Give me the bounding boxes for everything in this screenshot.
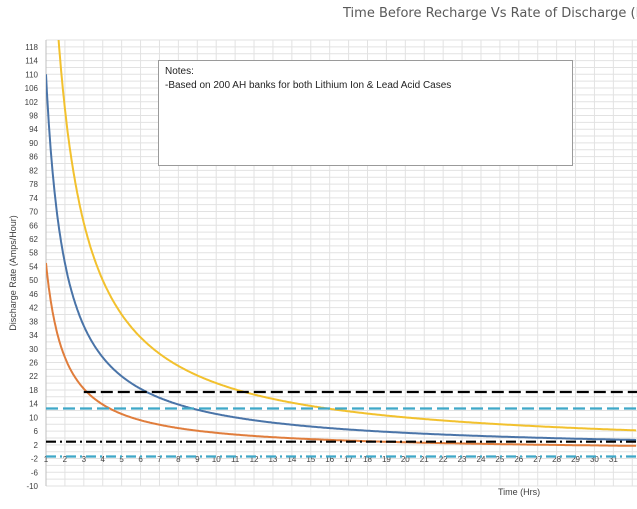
- y-tick-label: 70: [29, 208, 38, 217]
- y-tick-label: 82: [29, 166, 38, 175]
- x-tick-label: 20: [401, 455, 410, 464]
- y-tick-label: 2: [34, 441, 39, 450]
- x-tick-label: 23: [458, 455, 467, 464]
- x-tick-label: 17: [344, 455, 353, 464]
- x-tick-label: 5: [119, 455, 124, 464]
- y-tick-label: 30: [29, 345, 38, 354]
- notes-text: -Based on 200 AH banks for both Lithium …: [165, 80, 452, 91]
- y-tick-label: 102: [25, 98, 39, 107]
- y-tick-label: 26: [29, 358, 38, 367]
- y-tick-label: 10: [29, 413, 38, 422]
- x-tick-label: 10: [212, 455, 221, 464]
- y-tick-label: -10: [26, 482, 38, 491]
- y-tick-label: 46: [29, 290, 38, 299]
- y-tick-label: 14: [29, 400, 38, 409]
- series-line-1: [57, 40, 637, 432]
- x-tick-label: 28: [552, 455, 561, 464]
- y-tick-label: 22: [29, 372, 38, 381]
- y-tick-label: 34: [29, 331, 38, 340]
- y-tick-label: 118: [25, 43, 38, 52]
- y-tick-label: 54: [29, 262, 38, 271]
- y-tick-label: 98: [29, 111, 38, 120]
- x-tick-label: 16: [325, 455, 334, 464]
- y-tick-label: 6: [34, 427, 39, 436]
- series-line-2: [46, 74, 637, 441]
- notes-heading: Notes:: [165, 66, 194, 77]
- y-tick-label: 66: [29, 221, 38, 230]
- y-tick-label: -6: [31, 468, 39, 477]
- x-tick-label: 29: [571, 455, 580, 464]
- x-tick-label: 8: [176, 455, 181, 464]
- x-tick-label: 2: [63, 455, 68, 464]
- y-tick-label: 114: [25, 57, 38, 66]
- y-axis-label: Discharge Rate (Amps/Hour): [8, 215, 18, 331]
- y-tick-label: 74: [29, 194, 38, 203]
- series-line-3: [46, 262, 637, 447]
- notes-box: Notes: -Based on 200 AH banks for both L…: [158, 60, 573, 166]
- x-tick-label: 30: [590, 455, 599, 464]
- x-tick-label: 25: [495, 455, 504, 464]
- y-tick-label: 58: [29, 249, 38, 258]
- x-tick-label: 18: [363, 455, 372, 464]
- y-tick-label: 38: [29, 317, 38, 326]
- y-tick-label: 110: [25, 70, 38, 79]
- y-tick-label: 78: [29, 180, 38, 189]
- x-tick-label: 21: [420, 455, 429, 464]
- x-tick-label: 22: [439, 455, 448, 464]
- x-tick-label: 12: [250, 455, 259, 464]
- y-tick-label: 106: [25, 84, 39, 93]
- x-tick-label: 3: [82, 455, 87, 464]
- x-tick-label: 6: [138, 455, 143, 464]
- x-tick-label: 4: [101, 455, 106, 464]
- x-tick-label: 7: [157, 455, 162, 464]
- y-tick-label: 86: [29, 153, 38, 162]
- x-tick-label: 27: [533, 455, 542, 464]
- x-tick-label: 19: [382, 455, 391, 464]
- y-tick-label: -2: [31, 455, 39, 464]
- x-tick-label: 13: [268, 455, 277, 464]
- x-tick-label: 24: [477, 455, 486, 464]
- y-tick-label: 18: [29, 386, 38, 395]
- x-tick-label: 15: [306, 455, 315, 464]
- chart-title: Time Before Recharge Vs Rate of Discharg…: [343, 6, 637, 21]
- x-tick-label: 1: [44, 455, 49, 464]
- x-tick-label: 31: [609, 455, 618, 464]
- x-tick-label: 26: [514, 455, 523, 464]
- y-tick-label: 50: [29, 276, 38, 285]
- y-tick-label: 42: [29, 304, 38, 313]
- x-axis-label: Time (Hrs): [498, 487, 541, 497]
- x-tick-label: 14: [287, 455, 296, 464]
- x-tick-label: 11: [231, 455, 240, 464]
- y-tick-label: 90: [29, 139, 38, 148]
- y-tick-label: 62: [29, 235, 38, 244]
- y-tick-label: 94: [29, 125, 38, 134]
- x-tick-label: 9: [195, 455, 200, 464]
